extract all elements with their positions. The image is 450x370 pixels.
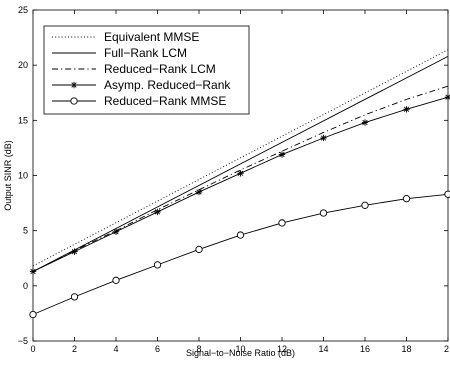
star-marker xyxy=(237,170,243,176)
y-axis-label: Output SINR (dB) xyxy=(3,140,13,211)
circle-marker xyxy=(362,202,368,208)
circle-marker xyxy=(279,220,285,226)
legend-label: Asymp. Reduced−Rank xyxy=(104,78,231,92)
legend-label: Reduced−Rank LCM xyxy=(104,62,216,76)
y-tick-label: 0 xyxy=(23,281,28,291)
legend-label: Full−Rank LCM xyxy=(104,46,187,60)
star-marker xyxy=(154,209,160,215)
y-tick-label: −5 xyxy=(18,336,28,346)
x-tick-label: 2 xyxy=(72,344,77,354)
x-tick-label: 18 xyxy=(401,344,411,354)
y-tick-label: 15 xyxy=(18,115,28,125)
y-tick-label: 25 xyxy=(18,5,28,15)
star-marker xyxy=(403,106,409,112)
circle-marker xyxy=(154,262,160,268)
circle-marker xyxy=(403,195,409,201)
x-tick-label: 2 xyxy=(444,344,449,354)
x-axis-label: Signal−to−Noise Ratio (dB) xyxy=(186,348,295,358)
x-tick-label: 16 xyxy=(360,344,370,354)
star-marker xyxy=(71,82,77,88)
circle-marker xyxy=(196,246,202,252)
x-tick-label: 4 xyxy=(113,344,118,354)
legend-label: Reduced−Rank MMSE xyxy=(104,94,226,108)
star-marker xyxy=(113,229,119,235)
circle-marker xyxy=(113,277,119,283)
circle-marker xyxy=(71,98,77,104)
x-tick-label: 6 xyxy=(155,344,160,354)
circle-marker xyxy=(320,210,326,216)
y-tick-label: 10 xyxy=(18,171,28,181)
legend: Equivalent MMSE Full−Rank LCM Reduced−Rank… xyxy=(44,26,249,114)
y-tick-label: 5 xyxy=(23,226,28,236)
star-marker xyxy=(279,151,285,157)
star-marker xyxy=(71,248,77,254)
circle-marker xyxy=(71,294,77,300)
star-marker xyxy=(320,135,326,141)
star-marker xyxy=(30,268,36,274)
circle-marker xyxy=(30,311,36,317)
x-tick-label: 0 xyxy=(30,344,35,354)
star-marker xyxy=(196,189,202,195)
circle-marker xyxy=(445,191,450,197)
x-tick-label: 14 xyxy=(318,344,328,354)
legend-label: Equivalent MMSE xyxy=(104,30,199,44)
star-marker xyxy=(362,119,368,125)
y-tick-label: 20 xyxy=(18,60,28,70)
circle-marker xyxy=(237,232,243,238)
